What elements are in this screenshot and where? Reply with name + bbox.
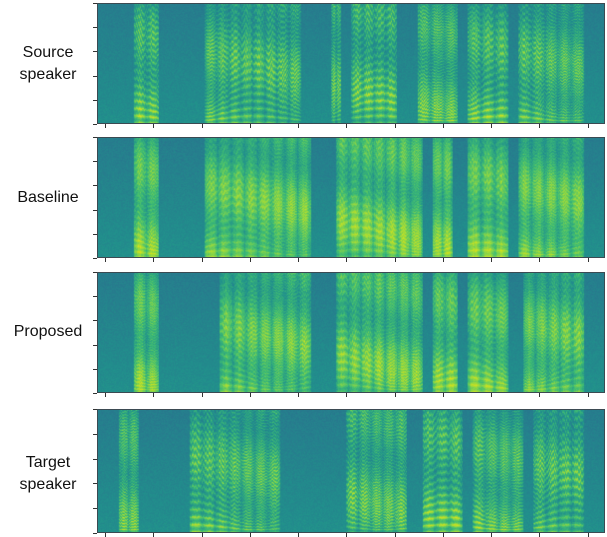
x-tick [346, 258, 347, 262]
row-label-line2: speaker [19, 66, 77, 83]
x-tick [298, 533, 299, 537]
x-tick [395, 393, 396, 397]
x-tick [491, 393, 492, 397]
x-tick [250, 258, 251, 262]
x-tick [298, 124, 299, 128]
x-tick [588, 533, 589, 537]
x-tick [250, 533, 251, 537]
x-tick [202, 393, 203, 397]
x-tick [443, 258, 444, 262]
x-tick [105, 533, 106, 537]
spectrogram-canvas [98, 273, 604, 392]
row-label-source-speaker: Source speaker [0, 42, 96, 86]
x-tick [153, 533, 154, 537]
spectrogram-baseline [97, 137, 605, 258]
x-tick [395, 124, 396, 128]
x-tick [588, 258, 589, 262]
x-tick [346, 124, 347, 128]
y-tick [93, 533, 97, 534]
x-tick [588, 393, 589, 397]
y-tick [93, 76, 97, 77]
y-tick [93, 409, 97, 410]
x-tick [443, 533, 444, 537]
spectrogram-canvas [98, 410, 604, 532]
row-label-line1: Target [25, 454, 71, 471]
y-tick [93, 483, 97, 484]
spectrogram-proposed [97, 272, 605, 393]
x-tick [346, 533, 347, 537]
spectrogram-canvas [98, 138, 604, 257]
x-tick [250, 124, 251, 128]
x-tick [491, 124, 492, 128]
y-tick [93, 137, 97, 138]
y-tick [93, 185, 97, 186]
x-tick [105, 124, 106, 128]
y-tick [93, 234, 97, 235]
x-tick [202, 258, 203, 262]
y-tick [93, 369, 97, 370]
y-tick [93, 296, 97, 297]
y-tick [93, 258, 97, 259]
x-tick [443, 124, 444, 128]
y-tick [93, 459, 97, 460]
x-tick [153, 124, 154, 128]
y-tick [93, 210, 97, 211]
row-label-line2: speaker [19, 476, 77, 493]
x-tick [202, 124, 203, 128]
y-tick [93, 345, 97, 346]
x-tick [491, 258, 492, 262]
x-tick [298, 258, 299, 262]
spectrogram-target-speaker [97, 409, 605, 533]
x-tick [153, 393, 154, 397]
x-tick [491, 533, 492, 537]
x-tick [443, 393, 444, 397]
y-tick [93, 272, 97, 273]
y-tick [93, 100, 97, 101]
x-tick [539, 393, 540, 397]
y-tick [93, 508, 97, 509]
y-tick [93, 161, 97, 162]
x-tick [539, 533, 540, 537]
x-tick [105, 393, 106, 397]
x-tick [346, 393, 347, 397]
row-label-target-speaker: Target speaker [0, 452, 96, 496]
y-tick [93, 124, 97, 125]
x-tick [395, 258, 396, 262]
x-tick [539, 258, 540, 262]
row-label-proposed: Proposed [0, 321, 96, 343]
y-tick [93, 320, 97, 321]
x-tick [298, 393, 299, 397]
x-tick [153, 258, 154, 262]
x-tick [202, 533, 203, 537]
x-tick [588, 124, 589, 128]
y-tick [93, 393, 97, 394]
x-tick [250, 393, 251, 397]
spectrogram-source-speaker [97, 3, 605, 124]
row-label-line1: Baseline [17, 189, 79, 206]
spectrogram-canvas [98, 4, 604, 123]
x-tick [105, 258, 106, 262]
row-label-line1: Proposed [13, 323, 83, 340]
row-label-line1: Source [22, 44, 74, 61]
y-tick [93, 51, 97, 52]
y-tick [93, 27, 97, 28]
row-label-baseline: Baseline [0, 187, 96, 209]
y-tick [93, 3, 97, 4]
y-tick [93, 434, 97, 435]
x-tick [395, 533, 396, 537]
x-tick [539, 124, 540, 128]
